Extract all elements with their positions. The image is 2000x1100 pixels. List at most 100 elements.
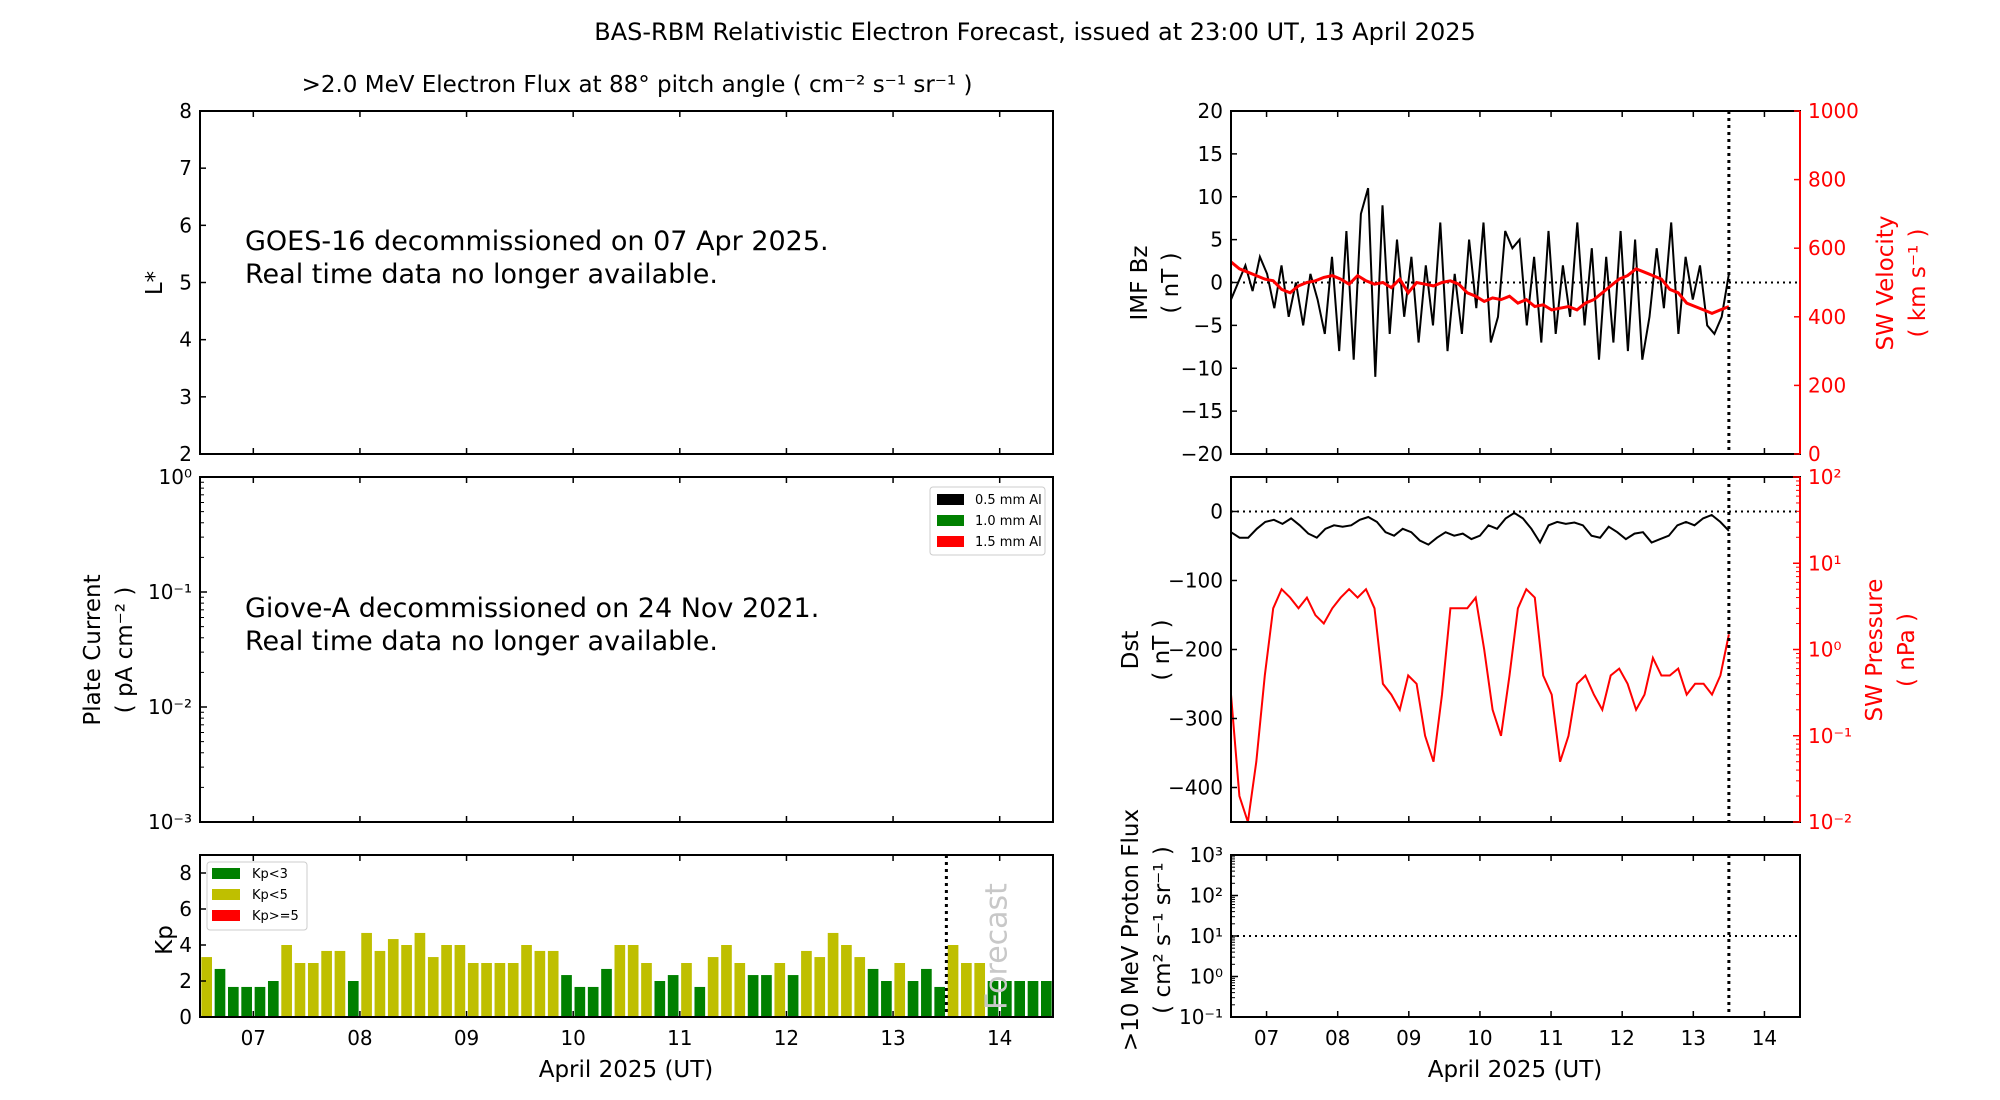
proton-flux-panel: 10⁻¹ 10⁰ 10¹ 10² 10³ 07 08 09 10 11 12 13 14 >10 Me… [1118,809,1801,1083]
kp-bar [1041,981,1052,1017]
y-tick-label: 10⁻² [148,695,192,719]
y-tick-label: 10⁰ [1190,965,1223,989]
y-tick-label: 4 [179,933,192,957]
y-tick-label: −5 [1194,313,1223,337]
kp-bar [361,932,372,1017]
dst-ylabel-line2: ( nT ) [1149,619,1175,680]
legend-label-kp-lt3: Kp<3 [252,867,288,882]
y-tick-label: 10² [1190,884,1223,908]
kp-bar [987,981,999,1017]
main-title: BAS-RBM Relativistic Electron Forecast, … [594,18,1476,46]
x-tick-label: 11 [667,1026,692,1050]
kp-bar [641,963,652,1017]
kp-forecast-label: Forecast [979,883,1014,1010]
kp-bar [547,950,559,1017]
kp-bar [334,950,346,1017]
y-tick-label: 2 [179,969,192,993]
kp-panel: Forecast 0 2 4 6 8 07 08 09 10 11 12 13 14 Kp April… [152,854,1054,1083]
kp-bar [774,963,786,1017]
kp-bar [801,950,812,1017]
y-tick-label: 3 [179,385,192,409]
kp-legend: Kp<3 Kp<5 Kp>=5 [206,861,308,931]
kp-bar [881,981,892,1017]
plate-current-legend: 0.5 mm Al 1.0 mm Al 1.5 mm Al [929,486,1046,556]
y-tick-label: 10³ [1190,843,1223,867]
imf-xticks [1265,111,1766,454]
kp-bar [227,986,239,1017]
kp-xlabel: April 2025 (UT) [539,1057,714,1083]
y-tick-label: 10¹ [1190,924,1223,948]
kp-bar [201,957,212,1017]
sw-pressure-yticks: 10⁻² 10⁻¹ 10⁰ 10¹ 10² [1793,465,1852,834]
kp-bar [601,968,612,1017]
plate-current-xticks [252,477,1001,822]
imf-ylabel-line1: IMF Bz [1127,245,1153,320]
kp-bar [441,945,452,1017]
dst-series [1231,511,1730,546]
electron-flux-panel: >2.0 MeV Electron Flux at 88° pitch angl… [142,72,1054,466]
x-tick-label: 12 [1609,1026,1634,1050]
kp-bar [947,945,959,1017]
plate-current-ylabel-line2: ( pA cm⁻² ) [112,587,138,714]
y-tick-label: −10 [1181,356,1223,380]
kp-bar [1014,981,1026,1017]
y-tick-label: 10 [1198,185,1223,209]
y-tick-label: 0 [1210,500,1223,524]
legend-swatch-1.5mm [937,536,964,547]
x-tick-label: 11 [1538,1026,1563,1050]
y-tick-label: 10⁰ [1808,638,1841,662]
y-tick-label: −15 [1181,399,1223,423]
kp-bar [481,963,492,1017]
kp-bar [854,957,866,1017]
kp-bar [867,968,879,1017]
kp-bar [401,945,412,1017]
plate-current-message-line2: Real time data no longer available. [245,626,718,657]
dst-yticks: −400 −300 −200 −100 0 [1168,500,1237,800]
proton-ylabel-line1: >10 MeV Proton Flux [1118,809,1144,1051]
y-tick-label: −300 [1168,707,1223,731]
y-tick-label: 0 [179,1005,192,1029]
x-tick-label: 14 [987,1026,1012,1050]
y-tick-label: 2 [179,442,192,466]
y-tick-label: 15 [1198,142,1223,166]
kp-bar [961,963,972,1017]
proton-xlabel: April 2025 (UT) [1428,1057,1603,1083]
proton-ylabel-line2: ( cm² s⁻¹ sr⁻¹ ) [1150,846,1176,1014]
plate-current-yticks: 10⁻³ 10⁻² 10⁻¹ 10⁰ [148,465,207,834]
kp-bar [787,975,799,1017]
dst-frame [1230,476,1801,823]
y-tick-label: −400 [1168,776,1223,800]
kp-bar [427,957,439,1017]
kp-ylabel: Kp [152,925,178,955]
y-tick-label: 10¹ [1808,551,1841,575]
y-tick-label: 4 [179,328,192,352]
electron-flux-message-line2: Real time data no longer available. [245,259,718,290]
sw-pressure-ylabel-line2: ( nPa ) [1894,613,1920,687]
kp-bar [454,945,466,1017]
imf-yticks: −20 −15 −10 −5 0 5 10 15 20 [1181,99,1237,466]
imf-bz-series [1231,187,1730,377]
kp-bar [561,975,572,1017]
kp-bar [267,981,279,1017]
x-tick-label: 14 [1752,1026,1777,1050]
kp-bar [494,963,506,1017]
kp-xticks: 07 08 09 10 11 12 13 14 [241,855,1012,1050]
kp-bar [614,945,626,1017]
kp-bar [534,950,546,1017]
y-tick-label: 10⁻¹ [148,580,192,604]
legend-swatch-kp-ge5 [212,910,240,921]
x-tick-label: 08 [1325,1026,1350,1050]
y-tick-label: 8 [179,861,192,885]
sw-pressure-ylabel-line1: SW Pressure [1862,579,1888,722]
electron-flux-xticks [252,111,1001,454]
kp-bar [281,945,292,1017]
y-tick-label: 8 [179,99,192,123]
kp-bar [507,963,519,1017]
kp-bar [694,986,706,1017]
sw-velocity-ylabel-line1: SW Velocity [1873,216,1899,351]
electron-flux-ylabel: L* [142,271,168,295]
x-tick-label: 08 [347,1026,372,1050]
dst-xticks [1265,477,1766,822]
